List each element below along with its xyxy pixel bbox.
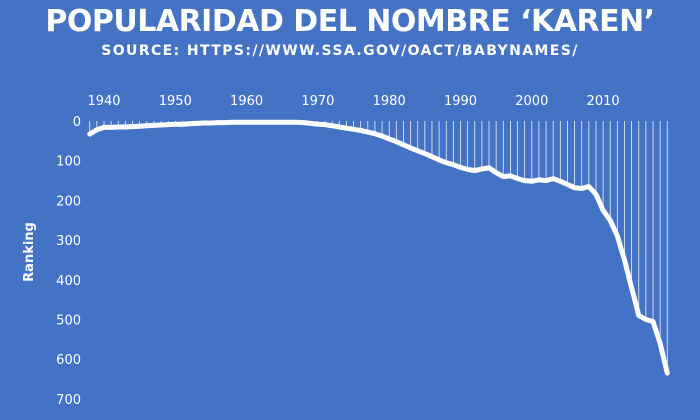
chart-title: POPULARIDAD DEL NOMBRE ‘KAREN’ [45,4,655,39]
x-tick-label-1960: 1960 [230,94,263,109]
x-tick-label-1990: 1990 [444,94,477,109]
x-tick-label-1970: 1970 [301,94,334,109]
y-tick-label-0: 0 [73,115,81,130]
x-tick-label-1940: 1940 [87,94,120,109]
y-tick-label-500: 500 [56,314,81,329]
y-tick-label-700: 700 [56,393,81,408]
y-axis-label: Ranking [22,222,37,282]
x-axis-ticks: 1940 1950 1960 1970 1980 1990 2000 2010 [87,94,619,109]
x-tick-label-2010: 2010 [587,94,620,109]
drop-lines [89,121,668,374]
y-tick-label-200: 200 [56,194,81,209]
y-tick-label-400: 400 [56,274,81,289]
y-axis-ticks: 0 100 200 300 400 500 600 700 [56,115,81,408]
x-tick-label-2000: 2000 [515,94,548,109]
x-tick-label-1950: 1950 [159,94,192,109]
y-tick-label-600: 600 [56,353,81,368]
y-tick-label-300: 300 [56,234,81,249]
y-tick-label-100: 100 [56,155,81,170]
x-tick-label-1980: 1980 [373,94,406,109]
series-line [87,119,670,376]
chart-subtitle: SOURCE: HTTPS://WWW.SSA.GOV/OACT/BABYNAM… [101,43,579,59]
